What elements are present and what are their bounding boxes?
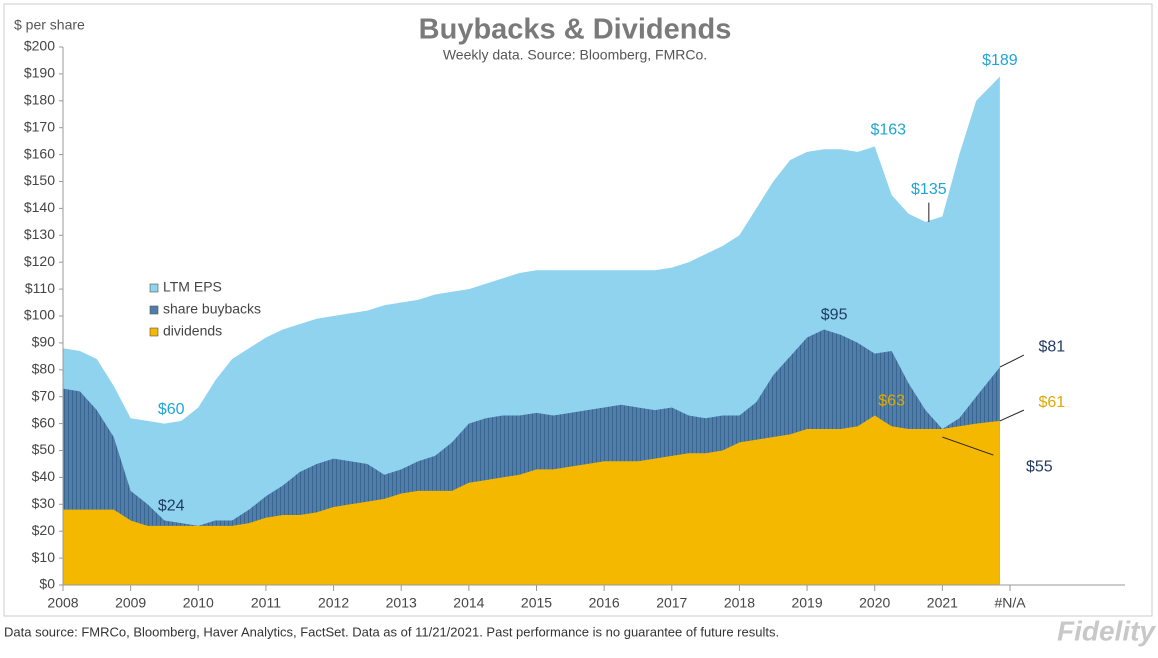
annotation: $24 xyxy=(158,498,185,515)
y-tick-label: $90 xyxy=(32,334,56,350)
legend-swatch xyxy=(149,327,159,337)
y-tick-label: $200 xyxy=(24,38,55,54)
x-tick-label: 2011 xyxy=(251,595,281,611)
annotation: $163 xyxy=(870,122,906,139)
annotation: $189 xyxy=(982,52,1018,69)
frame xyxy=(3,3,1153,617)
logo: Fidelity xyxy=(1057,615,1156,646)
legend-label: dividends xyxy=(163,323,222,339)
y-tick-label: $140 xyxy=(24,199,55,215)
x-tick-label: 2019 xyxy=(791,595,822,611)
y-tick-label: $40 xyxy=(32,468,56,484)
annotation-leader xyxy=(999,354,1025,368)
y-tick-label: $120 xyxy=(24,253,55,269)
x-tick-label: 2012 xyxy=(318,595,349,611)
y-tick-label: $130 xyxy=(24,226,55,242)
x-tick-label: 2018 xyxy=(724,595,755,611)
y-tick-label: $30 xyxy=(32,495,56,511)
y-tick-label: $60 xyxy=(32,414,56,430)
legend-swatch xyxy=(149,305,159,315)
y-tick-label: $180 xyxy=(24,92,55,108)
x-tick-label: 2015 xyxy=(521,595,552,611)
y-tick-label: $10 xyxy=(32,549,56,565)
footer: Data source: FMRCo, Bloomberg, Haver Ana… xyxy=(4,624,779,639)
y-tick-label: $150 xyxy=(24,172,55,188)
legend-label: LTM EPS xyxy=(163,279,222,295)
x-tick-label: 2009 xyxy=(115,595,146,611)
y-tick-label: $80 xyxy=(32,361,56,377)
y-tick-label: $170 xyxy=(24,118,55,134)
annotation-leader xyxy=(999,409,1025,422)
x-tick-label: 2016 xyxy=(589,595,620,611)
x-tick-label: 2021 xyxy=(927,595,958,611)
annotation: $63 xyxy=(878,393,905,410)
legend-label: share buybacks xyxy=(163,301,261,317)
annotation: $135 xyxy=(911,181,947,198)
x-tick-label: 2013 xyxy=(386,595,417,611)
y-axis-title: $ per share xyxy=(14,17,85,33)
annotation: $55 xyxy=(1026,458,1053,475)
x-tick-label: 2014 xyxy=(453,595,484,611)
y-tick-label: $20 xyxy=(32,522,56,538)
x-tick-label: 2020 xyxy=(859,595,890,611)
y-tick-label: $110 xyxy=(25,280,55,296)
y-tick-label: $50 xyxy=(32,441,56,457)
annotation: $95 xyxy=(821,307,848,324)
legend-swatch xyxy=(149,283,159,293)
y-tick-label: $100 xyxy=(24,307,55,323)
y-tick-label: $0 xyxy=(39,576,55,592)
x-tick-label: #N/A xyxy=(994,595,1026,611)
x-tick-label: 2017 xyxy=(656,595,687,611)
annotation: $61 xyxy=(1039,394,1066,411)
chart-subtitle: Weekly data. Source: Bloomberg, FMRCo. xyxy=(443,47,707,63)
area xyxy=(63,415,1000,585)
y-tick-label: $70 xyxy=(32,387,56,403)
y-tick-label: $160 xyxy=(24,145,55,161)
x-tick-label: 2010 xyxy=(183,595,214,611)
annotation: $60 xyxy=(158,401,185,418)
y-tick-label: $190 xyxy=(24,65,55,81)
annotation-leader xyxy=(942,436,994,456)
chart-title: Buybacks & Dividends xyxy=(419,14,732,46)
annotation: $81 xyxy=(1039,338,1066,355)
x-tick-label: 2008 xyxy=(47,595,78,611)
